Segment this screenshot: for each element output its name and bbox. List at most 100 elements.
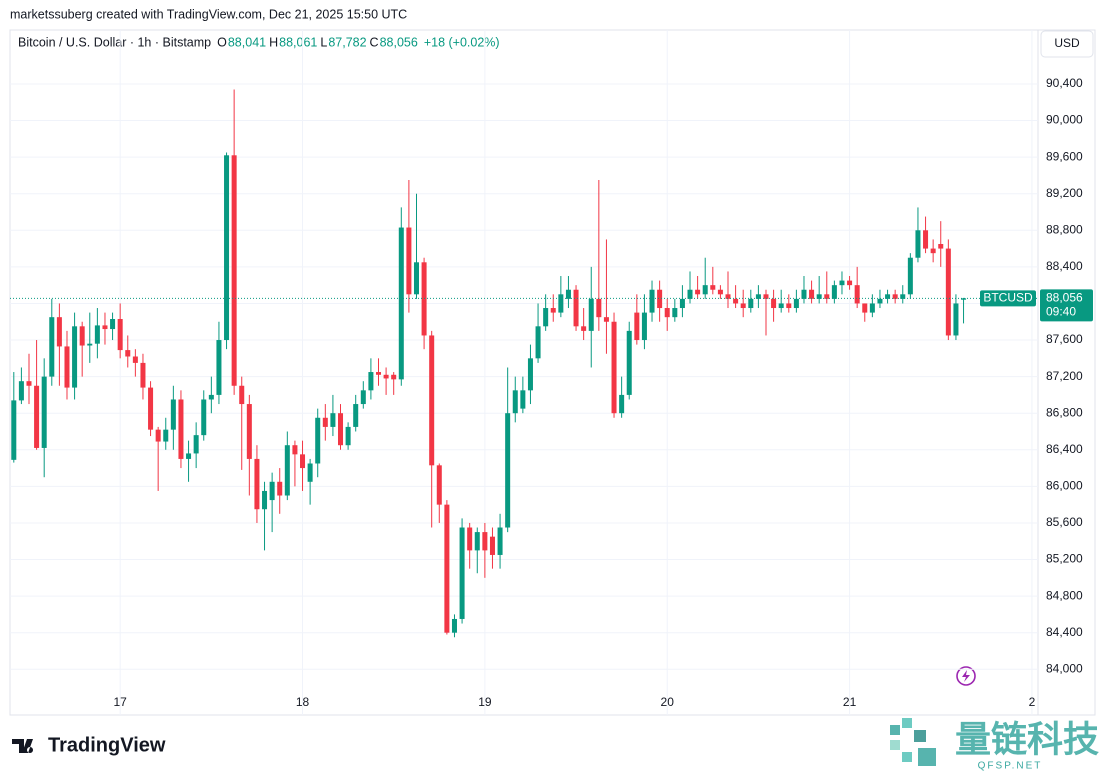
candle-body — [148, 387, 154, 430]
candle-body — [72, 326, 78, 388]
candle-body — [444, 504, 450, 633]
candle-body — [687, 289, 693, 299]
currency[interactable]: USD — [1054, 36, 1080, 50]
candle-body — [839, 280, 845, 286]
candle-body — [626, 330, 632, 395]
candle-body — [413, 262, 419, 295]
candle-body — [216, 340, 222, 395]
candle-body — [573, 289, 579, 327]
candle-body — [26, 381, 32, 386]
candle-body — [505, 413, 511, 528]
countdown: 09:40 — [1046, 305, 1076, 319]
candle-body — [307, 463, 313, 482]
candle-body — [436, 465, 442, 505]
y-tick-label: 85,600 — [1046, 515, 1083, 529]
candle-body — [543, 308, 549, 327]
x-tick-label: 19 — [478, 695, 492, 709]
candle-body — [520, 390, 526, 409]
y-tick-label: 89,200 — [1046, 186, 1083, 200]
legend-key: O — [217, 35, 227, 49]
candle-body — [847, 280, 853, 286]
candle-body — [117, 318, 123, 351]
candle-body — [360, 390, 366, 405]
candle-body — [702, 285, 708, 295]
y-tick-label: 88,800 — [1046, 222, 1083, 236]
y-tick-label: 84,800 — [1046, 588, 1083, 602]
candle-body — [915, 230, 921, 258]
candle-body — [163, 429, 169, 442]
candle-body — [353, 404, 359, 427]
candle-body — [239, 385, 245, 405]
x-tick-label: 21 — [843, 695, 857, 709]
candle-body — [467, 527, 473, 551]
candle-body — [710, 285, 716, 290]
candle-body — [300, 454, 306, 469]
candle-body — [778, 303, 784, 309]
candle-body — [733, 298, 739, 304]
legend-value: 88,056 — [380, 35, 418, 49]
candle-body — [938, 244, 944, 249]
candle-body — [664, 308, 670, 318]
y-tick-label: 86,800 — [1046, 405, 1083, 419]
watermark-sub: QFSP.NET — [978, 761, 1043, 772]
candle-body — [398, 227, 404, 380]
candle-body — [56, 317, 62, 347]
candle-body — [79, 326, 85, 346]
candle-body — [262, 490, 268, 510]
price-tag-label: 88,056 — [1046, 291, 1083, 305]
candle-body — [581, 326, 587, 331]
candles — [11, 89, 967, 638]
candle-body — [277, 481, 283, 496]
y-tick-label: 90,000 — [1046, 113, 1083, 127]
candle-body — [672, 308, 678, 318]
candle-body — [885, 294, 891, 299]
candle-body — [224, 155, 230, 341]
candle-body — [717, 289, 723, 295]
candle-body — [558, 294, 564, 313]
candle-body — [740, 303, 746, 309]
candle-body — [41, 376, 47, 448]
candle-body — [550, 308, 556, 313]
candle-body — [809, 289, 815, 299]
candle-body — [368, 372, 374, 391]
candle-body — [892, 294, 898, 299]
y-tick-label: 85,200 — [1046, 552, 1083, 566]
candle-body — [497, 527, 503, 555]
candle-body — [110, 318, 116, 330]
candle-body — [649, 289, 655, 313]
candle-body — [679, 298, 685, 309]
candle-body — [315, 417, 321, 464]
symbol: Bitcoin / U.S. Dollar · 1h · Bitstamp — [18, 35, 211, 49]
candle-body — [695, 289, 701, 295]
candle-body — [292, 445, 298, 455]
y-tick-label: 86,400 — [1046, 442, 1083, 456]
x-tick-label: 17 — [113, 695, 127, 709]
candle-body — [831, 285, 837, 299]
legend-key: L — [320, 35, 327, 49]
candle-body — [383, 374, 389, 379]
candle-body — [459, 527, 465, 619]
candle-body — [854, 285, 860, 304]
y-tick-label: 87,600 — [1046, 332, 1083, 346]
candle-body — [725, 294, 731, 299]
candle-body — [421, 262, 427, 336]
candle-body — [603, 317, 609, 322]
currency-button[interactable] — [1040, 30, 1094, 58]
candle-body — [201, 399, 207, 436]
candle-body — [322, 417, 328, 427]
y-tick-label: 84,400 — [1046, 625, 1083, 639]
y-tick-label: 87,200 — [1046, 369, 1083, 383]
y-tick-label: 90,400 — [1046, 76, 1083, 90]
candle-body — [588, 298, 594, 331]
candle-body — [748, 298, 754, 309]
candle-body — [482, 532, 488, 551]
candle-body — [18, 381, 24, 401]
y-tick-label: 84,000 — [1046, 661, 1083, 675]
candle-body — [801, 289, 807, 299]
x-tick-label: 18 — [296, 695, 310, 709]
candle-body — [869, 303, 875, 313]
candle-body — [793, 298, 799, 309]
y-tick-label: 88,400 — [1046, 259, 1083, 273]
candle-body — [611, 321, 617, 414]
candle-body — [429, 335, 435, 466]
